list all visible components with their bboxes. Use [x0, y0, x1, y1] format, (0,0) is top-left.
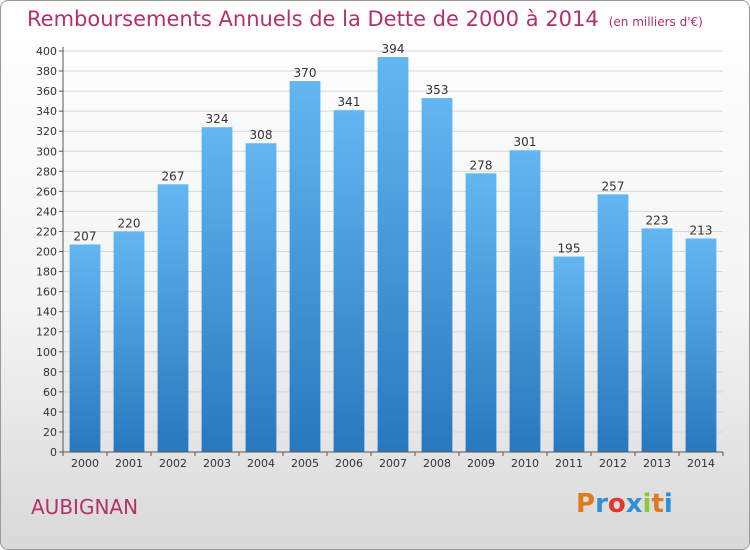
title-text: Remboursements Annuels de la Dette de 20…	[27, 7, 599, 31]
value-label: 195	[558, 242, 581, 256]
y-tick-label: 220	[36, 225, 57, 238]
y-tick-label: 280	[36, 165, 57, 178]
y-tick-label: 360	[36, 85, 57, 98]
bar-2002	[157, 184, 189, 452]
bar-2012	[597, 194, 629, 453]
value-label: 278	[470, 158, 493, 172]
x-tick-label: 2014	[687, 457, 715, 470]
value-label: 353	[426, 83, 449, 97]
logo-letter: x	[625, 489, 643, 519]
bar-2014	[685, 238, 717, 452]
x-tick-label: 2006	[335, 457, 363, 470]
y-tick-label: 60	[43, 386, 57, 399]
unit-note: (en milliers d'€)	[608, 15, 703, 29]
y-tick-label: 320	[36, 125, 57, 138]
location-label: AUBIGNAN	[31, 495, 139, 519]
x-tick-label: 2003	[203, 457, 231, 470]
y-tick-label: 40	[43, 406, 57, 419]
x-tick-label: 2010	[511, 457, 539, 470]
x-tick-label: 2001	[115, 457, 143, 470]
value-label: 220	[118, 216, 141, 230]
logo-letter: r	[595, 489, 608, 519]
bar-2013	[641, 228, 673, 452]
x-tick-label: 2004	[247, 457, 275, 470]
y-tick-label: 100	[36, 346, 57, 359]
value-label: 223	[646, 213, 669, 227]
bar-2006	[333, 110, 365, 453]
y-tick-label: 180	[36, 266, 57, 279]
x-tick-label: 2002	[159, 457, 187, 470]
y-tick-label: 260	[36, 185, 57, 198]
value-label: 207	[74, 229, 97, 243]
logo-letter: P	[576, 489, 596, 519]
y-tick-label: 200	[36, 246, 57, 259]
bar-2000	[69, 244, 101, 452]
value-label: 394	[382, 42, 405, 56]
axes: 0 20 40 60 80 100 120 140 160 180 200 220 240 260 280 3…	[36, 45, 724, 470]
x-tick-label: 2008	[423, 457, 451, 470]
logo-letter: o	[607, 489, 626, 519]
y-tick-label: 240	[36, 205, 57, 218]
bar-2010	[509, 150, 541, 452]
proxiti-logo: Proxiti	[576, 489, 673, 519]
y-tick-label: 120	[36, 326, 57, 339]
value-label: 370	[294, 66, 317, 80]
y-tick-label: 380	[36, 65, 57, 78]
x-tick-label: 2013	[643, 457, 671, 470]
value-label: 257	[602, 179, 625, 193]
logo-letter: i	[642, 489, 652, 519]
y-tick-label: 340	[36, 105, 57, 118]
x-tick-label: 2005	[291, 457, 319, 470]
bar-2007	[377, 57, 409, 452]
y-tick-label: 20	[43, 426, 57, 439]
bar-2008	[421, 98, 453, 453]
y-tick-label: 160	[36, 286, 57, 299]
x-tick-label: 2009	[467, 457, 495, 470]
y-tick-label: 140	[36, 306, 57, 319]
value-label: 308	[250, 128, 273, 142]
bar-2009	[465, 173, 497, 452]
logo-letter: t	[651, 489, 664, 519]
bar-2011	[553, 256, 585, 452]
value-label: 324	[206, 112, 229, 126]
y-tick-label: 0	[50, 446, 57, 459]
bar-2004	[245, 143, 277, 453]
x-tick-label: 2011	[555, 457, 583, 470]
value-label: 213	[690, 223, 713, 237]
y-tick-label: 300	[36, 145, 57, 158]
x-tick-label: 2007	[379, 457, 407, 470]
bar-2005	[289, 81, 321, 452]
value-label: 267	[162, 169, 185, 183]
chart-title: Remboursements Annuels de la Dette de 20…	[27, 7, 703, 31]
y-tick-label: 400	[36, 45, 57, 58]
bar-2003	[201, 127, 233, 452]
bar-2001	[113, 231, 145, 452]
y-tick-label: 80	[43, 366, 57, 379]
bars: 207 220 267 324 308 370 341 394 353 278 301 195 257 2…	[69, 42, 717, 453]
logo-letter: i	[663, 489, 673, 519]
x-tick-label: 2012	[599, 457, 627, 470]
value-label: 341	[338, 95, 361, 109]
value-label: 301	[514, 135, 537, 149]
x-tick-label: 2000	[71, 457, 99, 470]
